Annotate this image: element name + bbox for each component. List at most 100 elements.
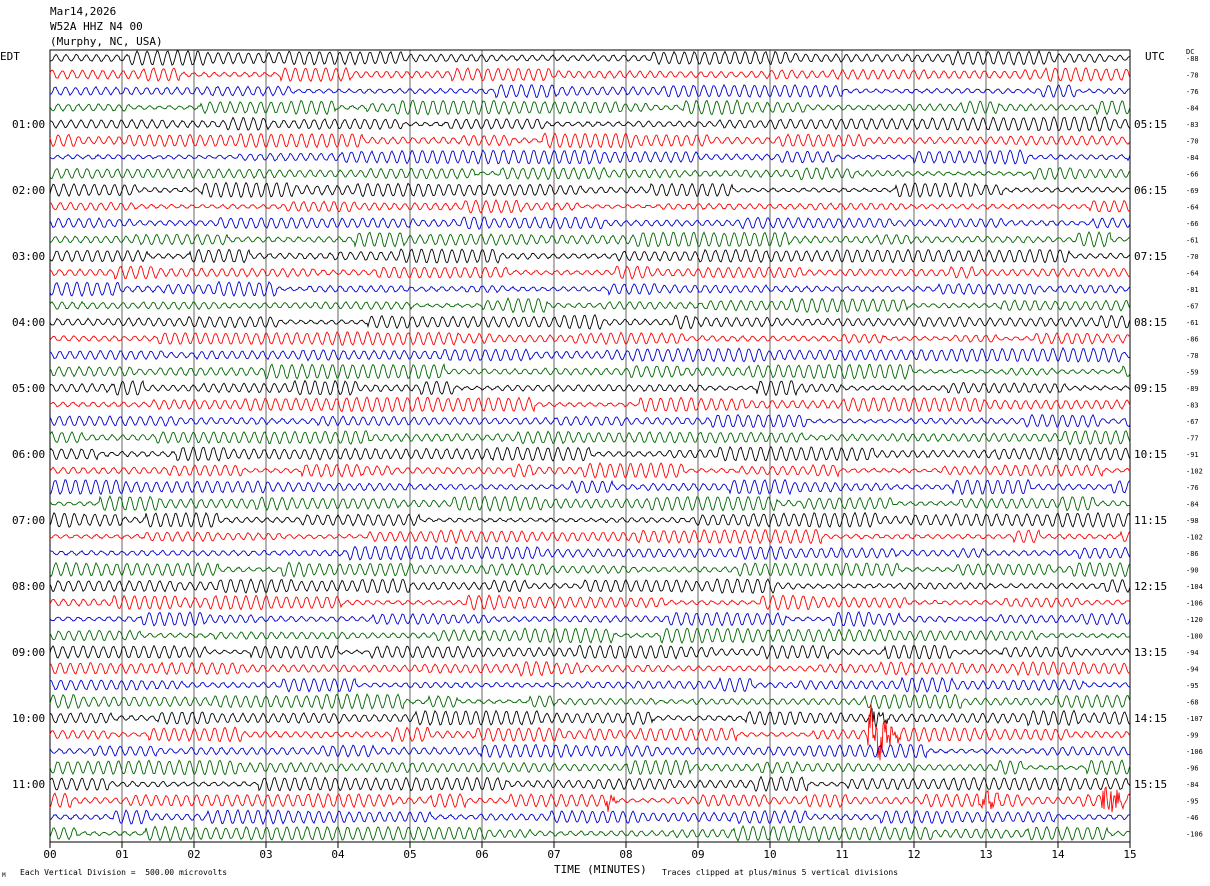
dc-offset-label: -69 — [1186, 187, 1199, 195]
right-hour-label: 11:15 — [1134, 514, 1167, 527]
right-hour-label: 15:15 — [1134, 778, 1167, 791]
trace-line — [49, 511, 1131, 528]
dc-offset-label: -98 — [1186, 517, 1199, 525]
left-hour-label: 05:00 — [12, 382, 45, 395]
trace-line — [49, 594, 1131, 611]
trace-line — [49, 429, 1131, 446]
trace-line — [49, 824, 1131, 842]
trace-line — [49, 445, 1131, 462]
x-tick-label: 06 — [475, 848, 488, 861]
dc-offset-label: -61 — [1186, 237, 1199, 245]
dc-offset-label: -67 — [1186, 303, 1199, 311]
dc-offset-label: -106 — [1186, 600, 1203, 608]
trace-line — [49, 610, 1131, 628]
right-hour-label: 06:15 — [1134, 184, 1167, 197]
trace-line — [49, 231, 1131, 248]
dc-offset-label: -94 — [1186, 666, 1199, 674]
dc-offset-label: -64 — [1186, 204, 1199, 212]
trace-line — [49, 478, 1131, 496]
right-hour-label: 08:15 — [1134, 316, 1167, 329]
x-tick-label: 02 — [187, 848, 200, 861]
x-tick-label: 08 — [619, 848, 632, 861]
dc-offset-label: -90 — [1186, 567, 1199, 575]
dc-offset-label: -76 — [1186, 484, 1199, 492]
trace-line — [49, 693, 1131, 710]
trace-line — [49, 676, 1131, 693]
dc-offset-label: -89 — [1186, 385, 1199, 393]
dc-offset-label: -78 — [1186, 352, 1199, 360]
left-hour-label: 02:00 — [12, 184, 45, 197]
dc-offset-label: -68 — [1186, 699, 1199, 707]
left-hour-label: 01:00 — [12, 118, 45, 131]
trace-line — [49, 66, 1131, 83]
trace-line — [49, 577, 1131, 594]
trace-line — [49, 265, 1131, 280]
dc-offset-label: -91 — [1186, 451, 1199, 459]
clip-note: Traces clipped at plus/minus 5 vertical … — [662, 868, 899, 877]
trace-line — [49, 707, 1131, 729]
dc-offset-label: -46 — [1186, 814, 1199, 822]
dc-offset-label: -66 — [1186, 171, 1199, 179]
trace-line — [49, 786, 1131, 813]
trace-line — [49, 166, 1131, 181]
trace-line — [49, 495, 1131, 512]
dc-offset-label: -84 — [1186, 154, 1199, 162]
trace-line — [49, 181, 1131, 199]
left-hour-label: 11:00 — [12, 778, 45, 791]
x-tick-label: 03 — [259, 848, 272, 861]
right-hour-label: 12:15 — [1134, 580, 1167, 593]
dc-offset-label: -70 — [1186, 138, 1199, 146]
dc-offset-label: -94 — [1186, 649, 1199, 657]
trace-line — [49, 346, 1131, 364]
dc-offset-label: -102 — [1186, 534, 1203, 542]
trace-line — [49, 132, 1131, 149]
dc-offset-label: -106 — [1186, 831, 1203, 839]
dc-offset-label: -95 — [1186, 798, 1199, 806]
x-tick-label: 13 — [979, 848, 992, 861]
dc-offset-label: -106 — [1186, 748, 1203, 756]
x-axis-title: TIME (MINUTES) — [554, 863, 647, 876]
dc-offset-label: -66 — [1186, 220, 1199, 228]
dc-offset-label: -100 — [1186, 633, 1203, 641]
corner-mark: M — [2, 872, 6, 879]
x-tick-label: 00 — [43, 848, 56, 861]
x-tick-label: 12 — [907, 848, 920, 861]
left-timezone-label: EDT — [0, 50, 20, 63]
trace-line — [49, 660, 1131, 677]
trace-line — [49, 248, 1131, 264]
dc-offset-label: -77 — [1186, 435, 1199, 443]
date-label: Mar14,2026 — [50, 5, 117, 18]
dc-offset-label: -76 — [1186, 88, 1199, 96]
trace-line — [49, 413, 1131, 428]
x-tick-label: 14 — [1051, 848, 1065, 861]
trace-line — [49, 116, 1131, 132]
trace-line — [49, 199, 1131, 214]
dc-offset-label: -83 — [1186, 121, 1199, 129]
trace-line — [49, 775, 1131, 793]
trace-line — [49, 561, 1131, 578]
dc-offset-label: -107 — [1186, 715, 1203, 723]
dc-offset-label: -78 — [1186, 72, 1199, 80]
trace-line — [49, 297, 1131, 314]
trace-line — [49, 528, 1131, 545]
dc-offset-label: -61 — [1186, 319, 1199, 327]
dc-offset-label: -120 — [1186, 616, 1203, 624]
dc-offset-label: -88 — [1186, 55, 1199, 63]
dc-offset-label: -84 — [1186, 501, 1199, 509]
trace-line — [49, 363, 1131, 380]
dc-offset-label: -81 — [1186, 286, 1199, 294]
trace-line — [49, 808, 1131, 826]
dc-offset-label: -67 — [1186, 418, 1199, 426]
x-tick-label: 15 — [1123, 848, 1136, 861]
dc-offset-label: -84 — [1186, 781, 1199, 789]
dc-offset-label: -104 — [1186, 583, 1203, 591]
trace-line — [49, 644, 1131, 660]
dc-offset-label: -96 — [1186, 765, 1199, 773]
x-tick-label: 01 — [115, 848, 128, 861]
x-tick-label: 07 — [547, 848, 560, 861]
x-tick-label: 11 — [835, 848, 848, 861]
left-hour-label: 10:00 — [12, 712, 45, 725]
trace-line — [49, 149, 1131, 165]
right-hour-label: 05:15 — [1134, 118, 1167, 131]
